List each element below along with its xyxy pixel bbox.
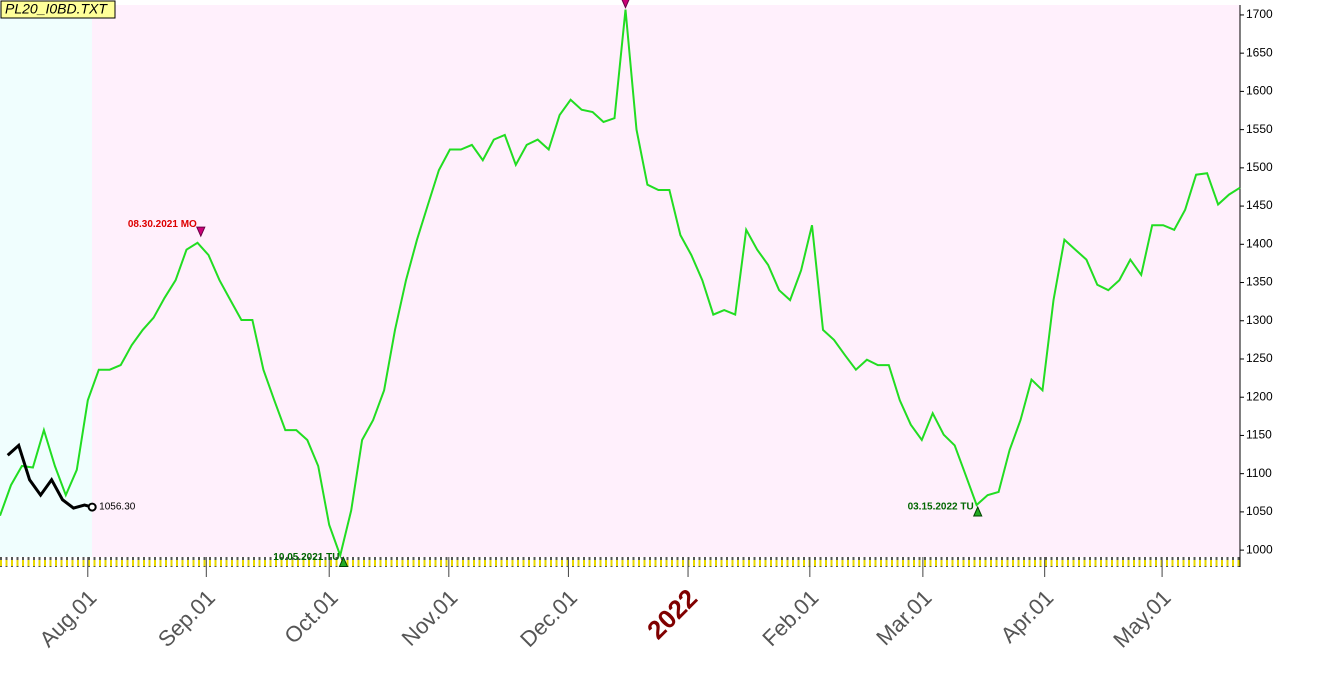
x-tick-label: Feb.01 (757, 585, 823, 651)
x-tick-label: Mar.01 (871, 585, 936, 650)
high-marker (621, 0, 630, 9)
x-tick-label: Apr.01 (996, 585, 1059, 648)
y-tick-label: 1350 (1246, 275, 1273, 289)
y-tick-label: 1050 (1246, 504, 1273, 518)
y-tick-label: 1600 (1246, 84, 1273, 98)
annotation: 12.16.2021 TH (555, 0, 621, 1)
history-background (0, 5, 92, 557)
plot-background (0, 5, 1240, 557)
y-tick-label: 1150 (1246, 428, 1272, 442)
y-tick-label: 1650 (1246, 45, 1273, 59)
y-tick-label: 1250 (1246, 351, 1273, 365)
x-tick-label: Sep.01 (153, 585, 220, 652)
annotation: 08.30.2021 MO (128, 219, 197, 230)
y-tick-label: 1400 (1246, 236, 1273, 250)
y-tick-label: 1200 (1246, 389, 1273, 403)
annotation: 10.05.2021 TU (273, 552, 339, 563)
high-marker (196, 226, 206, 238)
x-tick-label: Nov.01 (397, 585, 463, 651)
x-tick-label: Aug.01 (34, 585, 101, 652)
y-tick-label: 1100 (1246, 466, 1272, 480)
value-label: 1056.30 (99, 502, 136, 513)
time-ruler (0, 557, 1240, 567)
annotation: 03.15.2022 TU (908, 502, 974, 513)
y-tick-label: 1450 (1246, 198, 1273, 212)
low-marker (338, 556, 349, 567)
x-tick-label: Dec.01 (515, 585, 582, 652)
y-tick-label: 1700 (1246, 7, 1273, 21)
low-marker (972, 505, 983, 517)
x-tick-label: 2022 (641, 583, 703, 645)
y-tick-label: 1000 (1246, 542, 1273, 556)
y-tick-label: 1500 (1246, 160, 1273, 174)
x-tick-label: May.01 (1108, 585, 1176, 653)
y-tick-label: 1300 (1246, 313, 1273, 327)
y-tick-label: 1550 (1246, 122, 1273, 136)
last-point (87, 502, 97, 512)
series-line (0, 9, 1241, 559)
chart-title: PL20_I0BD.TXT (5, 1, 108, 17)
x-tick-label: Oct.01 (279, 585, 343, 649)
title-box (0, 0, 116, 19)
series-line (6, 442, 93, 510)
